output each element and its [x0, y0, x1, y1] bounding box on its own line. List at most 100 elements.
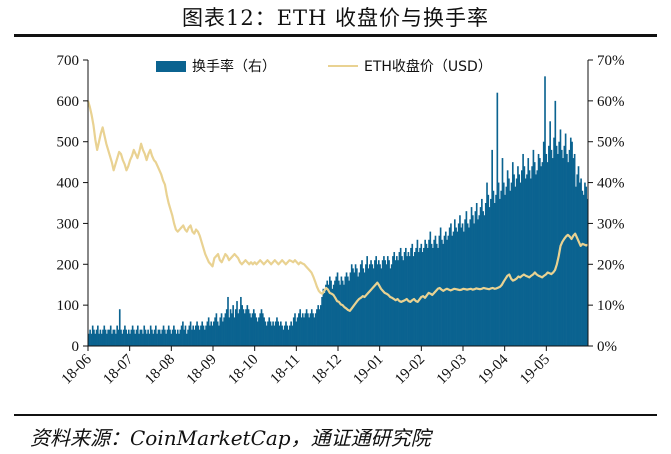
turnover-bar [496, 92, 499, 346]
turnover-bar [126, 333, 129, 346]
turnover-bar [397, 260, 399, 346]
turnover-bar [506, 170, 509, 346]
turnover-bar [317, 305, 320, 346]
left-axis-tick-label: 400 [57, 176, 80, 192]
price-line [86, 100, 589, 312]
turnover-bar [300, 317, 303, 346]
turnover-bar [383, 256, 385, 346]
turnover-bar [536, 170, 539, 346]
turnover-bar [403, 252, 406, 346]
turnover-bar [269, 321, 272, 346]
turnover-bar [260, 309, 263, 346]
turnover-bar [474, 211, 477, 346]
turnover-bars [88, 76, 589, 346]
turnover-bar [546, 162, 549, 346]
turnover-bar [518, 174, 521, 346]
turnover-bar [156, 333, 158, 346]
turnover-bar [280, 321, 282, 346]
turnover-bar [420, 243, 423, 346]
turnover-bar [216, 321, 219, 346]
left-axis-tick-label: 600 [57, 94, 80, 110]
x-axis-tick-label: 18-12 [309, 352, 345, 388]
turnover-bar [97, 325, 99, 346]
turnover-bar [368, 264, 371, 346]
turnover-bar [478, 215, 481, 346]
turnover-bar [421, 252, 424, 346]
turnover-bar [527, 158, 530, 346]
turnover-bar [572, 158, 575, 346]
turnover-bar [531, 166, 533, 346]
turnover-bar [201, 321, 204, 346]
turnover-bar [143, 325, 146, 346]
turnover-bar [394, 260, 397, 346]
turnover-bar [213, 321, 215, 346]
turnover-bar [411, 243, 414, 346]
turnover-bar [341, 280, 344, 346]
turnover-bar [115, 333, 117, 346]
turnover-bar [484, 203, 487, 346]
left-axis-tick-label: 300 [57, 216, 80, 232]
turnover-bar [102, 329, 104, 346]
turnover-bar [170, 333, 173, 346]
turnover-bar [549, 121, 551, 346]
turnover-bar [578, 182, 581, 346]
turnover-bar [189, 321, 192, 346]
turnover-bar [491, 149, 493, 346]
turnover-bar [277, 321, 280, 346]
turnover-bar [424, 239, 426, 346]
turnover-bar [188, 325, 191, 346]
turnover-bar [539, 158, 541, 346]
left-axis-tick-label: 500 [57, 135, 80, 151]
x-axis-tick-label: 18-08 [142, 352, 178, 388]
turnover-bar [127, 329, 130, 346]
turnover-bar [466, 223, 469, 346]
turnover-bar [180, 325, 183, 346]
turnover-bar [330, 280, 332, 346]
turnover-bar [553, 137, 555, 346]
turnover-bar [130, 329, 133, 346]
turnover-bar [398, 252, 401, 346]
turnover-bar [376, 264, 379, 346]
turnover-bar [338, 280, 340, 346]
turnover-bar [220, 313, 223, 346]
turnover-bar [363, 272, 366, 346]
turnover-bar [99, 329, 102, 346]
turnover-bar [551, 158, 554, 346]
turnover-bar [176, 329, 179, 346]
turnover-bar [541, 162, 544, 346]
turnover-bar [455, 227, 457, 346]
turnover-bar [580, 178, 582, 346]
turnover-bar [562, 158, 564, 346]
turnover-bar [245, 309, 247, 346]
turnover-bar [511, 162, 514, 346]
turnover-bar [395, 256, 398, 346]
turnover-bar [160, 333, 162, 346]
turnover-bar [138, 333, 140, 346]
price-line-layer [86, 100, 589, 312]
turnover-bar [109, 325, 112, 346]
turnover-bar [140, 329, 143, 346]
turnover-bar [219, 317, 222, 346]
turnover-bar [559, 129, 562, 346]
turnover-bar [542, 141, 545, 346]
turnover-bar [530, 178, 532, 346]
turnover-bar [274, 321, 277, 346]
turnover-bar [136, 325, 139, 346]
turnover-bar [232, 305, 234, 346]
turnover-bar [171, 329, 174, 346]
turnover-bar [166, 329, 169, 346]
title-rule [14, 34, 657, 37]
turnover-bar [386, 256, 389, 346]
x-axis-tick-label: 18-07 [100, 351, 136, 387]
turnover-bar [439, 227, 442, 346]
turnover-bar [535, 174, 537, 346]
turnover-bar [124, 325, 126, 346]
turnover-bar [147, 329, 149, 346]
turnover-bar [332, 284, 335, 346]
turnover-bar [464, 219, 466, 346]
turnover-bar [377, 260, 380, 346]
turnover-bar [461, 223, 464, 346]
turnover-bar [339, 284, 341, 346]
turnover-bar [325, 284, 327, 346]
turnover-bar [228, 317, 231, 346]
